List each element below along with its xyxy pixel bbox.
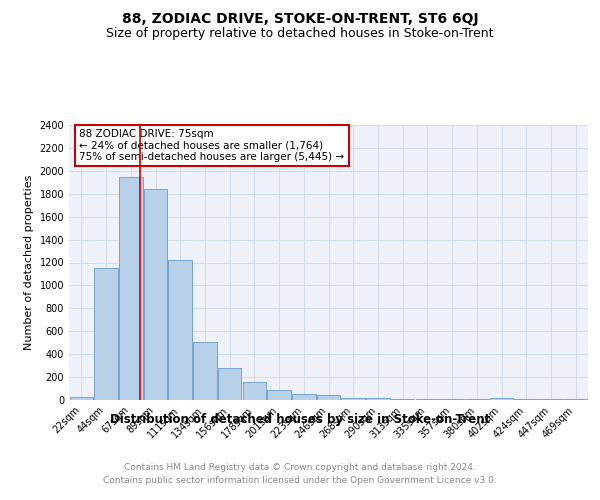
Bar [268,390,291,400]
Bar [218,368,241,400]
Bar [242,382,266,400]
Text: 88 ZODIAC DRIVE: 75sqm
← 24% of detached houses are smaller (1,764)
75% of semi-: 88 ZODIAC DRIVE: 75sqm ← 24% of detached… [79,129,344,162]
Bar [169,260,192,400]
Bar [292,394,316,400]
Bar [341,398,365,400]
Y-axis label: Number of detached properties: Number of detached properties [24,175,34,350]
Bar [94,268,118,400]
Bar [70,396,93,400]
Text: Size of property relative to detached houses in Stoke-on-Trent: Size of property relative to detached ho… [106,28,494,40]
Bar [366,398,389,400]
Text: 88, ZODIAC DRIVE, STOKE-ON-TRENT, ST6 6QJ: 88, ZODIAC DRIVE, STOKE-ON-TRENT, ST6 6Q… [122,12,478,26]
Bar [144,189,167,400]
Bar [119,176,143,400]
Bar [193,342,217,400]
Text: Contains public sector information licensed under the Open Government Licence v3: Contains public sector information licen… [103,476,497,485]
Text: Contains HM Land Registry data © Crown copyright and database right 2024.: Contains HM Land Registry data © Crown c… [124,462,476,471]
Bar [490,398,513,400]
Text: Distribution of detached houses by size in Stoke-on-Trent: Distribution of detached houses by size … [110,412,490,426]
Bar [391,399,415,400]
Bar [317,396,340,400]
